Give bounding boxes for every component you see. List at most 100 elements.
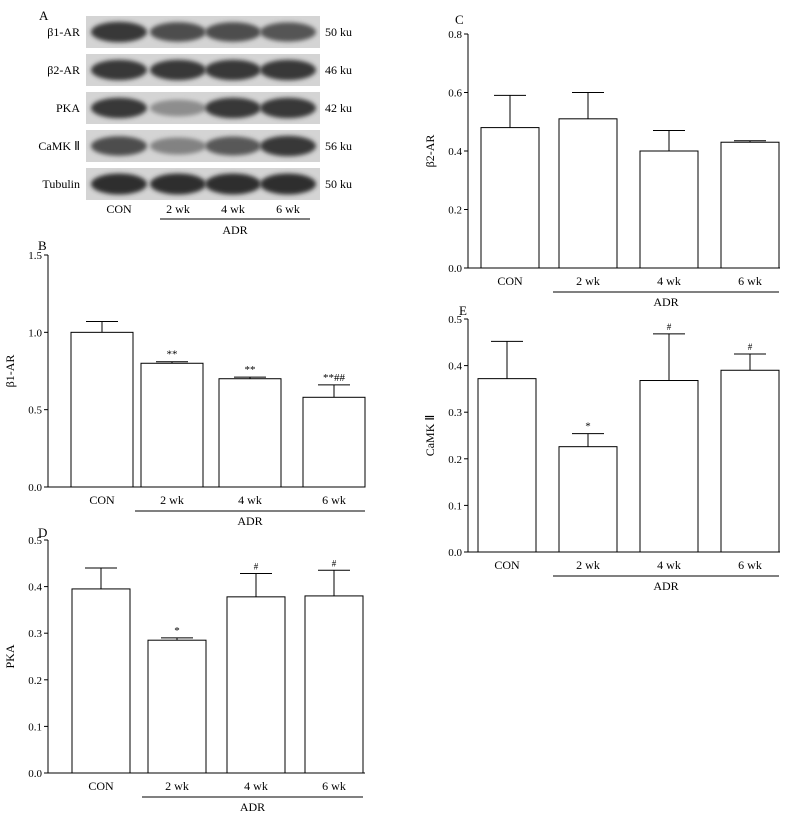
bar-6-wk <box>302 396 366 488</box>
blot-lane-label: 4 wk <box>221 202 245 216</box>
blot-band <box>150 22 206 42</box>
blot-band <box>150 137 206 155</box>
bar-chart-e: E 0.0 0.1 0.2 0.3 0.4 0.5 CaMK Ⅱ CON * 2 wk #4 wk #6… <box>423 303 780 593</box>
y-tick-label: 0.1 <box>448 500 462 512</box>
x-tick-label: 2 wk <box>165 779 189 793</box>
significance-mark: **## <box>323 372 346 384</box>
y-tick-label: 0.4 <box>448 146 462 158</box>
blot-band <box>150 59 206 81</box>
blot-size-label: 50 ku <box>325 25 352 39</box>
x-tick-label: CON <box>497 274 523 288</box>
x-tick-label: 6 wk <box>322 779 346 793</box>
bar-2-wk <box>558 446 618 553</box>
significance-mark: ** <box>167 349 178 361</box>
y-axis-label: PKA <box>3 644 17 668</box>
blot-row-1-ar: β1-AR 50 ku <box>47 16 352 48</box>
bar-6-wk <box>720 141 780 269</box>
bar-4-wk <box>639 150 699 269</box>
y-tick-label: 0.0 <box>448 263 462 275</box>
y-tick-label: 0.5 <box>448 314 462 326</box>
bar-4-wk <box>226 596 286 774</box>
significance-mark: # <box>332 558 337 568</box>
blot-protein-label: Tubulin <box>42 177 80 191</box>
bar-2-wk <box>140 362 204 488</box>
group-label: ADR <box>240 800 265 814</box>
blot-lane-label: 2 wk <box>166 202 190 216</box>
y-tick-label: 1.0 <box>28 327 42 339</box>
y-tick-label: 0.5 <box>28 405 42 417</box>
significance-mark: # <box>667 322 672 332</box>
bar-6-wk <box>304 595 364 774</box>
x-tick-label: 4 wk <box>657 274 681 288</box>
blot-band <box>260 59 316 81</box>
x-tick-label: 4 wk <box>244 779 268 793</box>
blot-band <box>205 59 261 81</box>
blot-lane-label: 6 wk <box>276 202 300 216</box>
blot-band <box>91 136 147 156</box>
blot-size-label: 50 ku <box>325 177 352 191</box>
y-tick-label: 0.1 <box>28 721 42 733</box>
bar-6-wk <box>720 369 780 553</box>
western-blot-panel: A β1-AR 50 ku β2-AR 46 ku PKA 42 ku CaMK Ⅱ 56 k… <box>38 8 352 237</box>
blot-protein-label: CaMK Ⅱ <box>38 139 80 153</box>
bar-4-wk <box>218 378 282 488</box>
y-axis-label: β2-AR <box>423 135 437 168</box>
blot-group-label: ADR <box>222 223 247 237</box>
y-tick-label: 0.2 <box>448 205 462 217</box>
y-tick-label: 0.5 <box>28 535 42 547</box>
y-tick-label: 0.0 <box>28 482 42 494</box>
blot-protein-label: PKA <box>56 101 80 115</box>
blot-band <box>91 97 147 119</box>
panel-label: C <box>455 12 464 27</box>
group-label: ADR <box>237 514 262 528</box>
blot-band <box>205 22 261 42</box>
y-tick-label: 0.4 <box>28 582 42 594</box>
bar-con <box>70 331 134 488</box>
blot-band <box>205 173 261 195</box>
x-tick-label: 6 wk <box>738 558 762 572</box>
blot-band <box>260 173 316 195</box>
bar-chart-d: D 0.0 0.1 0.2 0.3 0.4 0.5 PKA CON * 2 wk #4 wk #6 wk… <box>3 525 365 814</box>
panel-label-a: A <box>39 8 49 23</box>
bar-chart-c: C 0.0 0.2 0.4 0.6 0.8 β2-AR CON 2 wk 4 wk 6 wk ADR <box>423 12 780 309</box>
x-tick-label: CON <box>494 558 520 572</box>
blot-size-label: 46 ku <box>325 63 352 77</box>
group-label: ADR <box>653 295 678 309</box>
y-tick-label: 0.0 <box>448 547 462 559</box>
bar-2-wk <box>147 639 207 774</box>
x-tick-label: CON <box>89 493 115 507</box>
y-tick-label: 0.2 <box>448 454 462 466</box>
bar-2-wk <box>558 118 618 269</box>
panel-label: D <box>38 525 47 540</box>
blot-band <box>150 173 206 195</box>
y-axis-label: CaMK Ⅱ <box>423 415 437 457</box>
blot-row-pka: PKA 42 ku <box>56 92 352 124</box>
x-tick-label: 2 wk <box>576 558 600 572</box>
blot-protein-label: β1-AR <box>47 25 80 39</box>
group-label: ADR <box>653 579 678 593</box>
y-tick-label: 1.5 <box>28 250 42 262</box>
significance-mark: # <box>748 342 753 352</box>
bar-con <box>71 588 131 774</box>
blot-band <box>205 136 261 156</box>
blot-band <box>205 97 261 119</box>
blot-band <box>260 135 316 157</box>
y-tick-label: 0.2 <box>28 675 42 687</box>
y-tick-label: 0.8 <box>448 29 462 41</box>
x-tick-label: 2 wk <box>160 493 184 507</box>
significance-mark: ** <box>245 364 256 376</box>
x-tick-label: 4 wk <box>657 558 681 572</box>
blot-size-label: 42 ku <box>325 101 352 115</box>
blot-protein-label: β2-AR <box>47 63 80 77</box>
y-tick-label: 0.6 <box>448 88 462 100</box>
blot-band <box>260 22 316 42</box>
blot-band <box>260 97 316 119</box>
blot-band <box>150 99 206 117</box>
y-tick-label: 0.3 <box>448 407 462 419</box>
significance-mark: * <box>174 625 180 637</box>
panel-label: B <box>38 238 47 253</box>
y-tick-label: 0.0 <box>28 768 42 780</box>
blot-row-2-ar: β2-AR 46 ku <box>47 54 352 86</box>
bar-con <box>477 378 537 553</box>
